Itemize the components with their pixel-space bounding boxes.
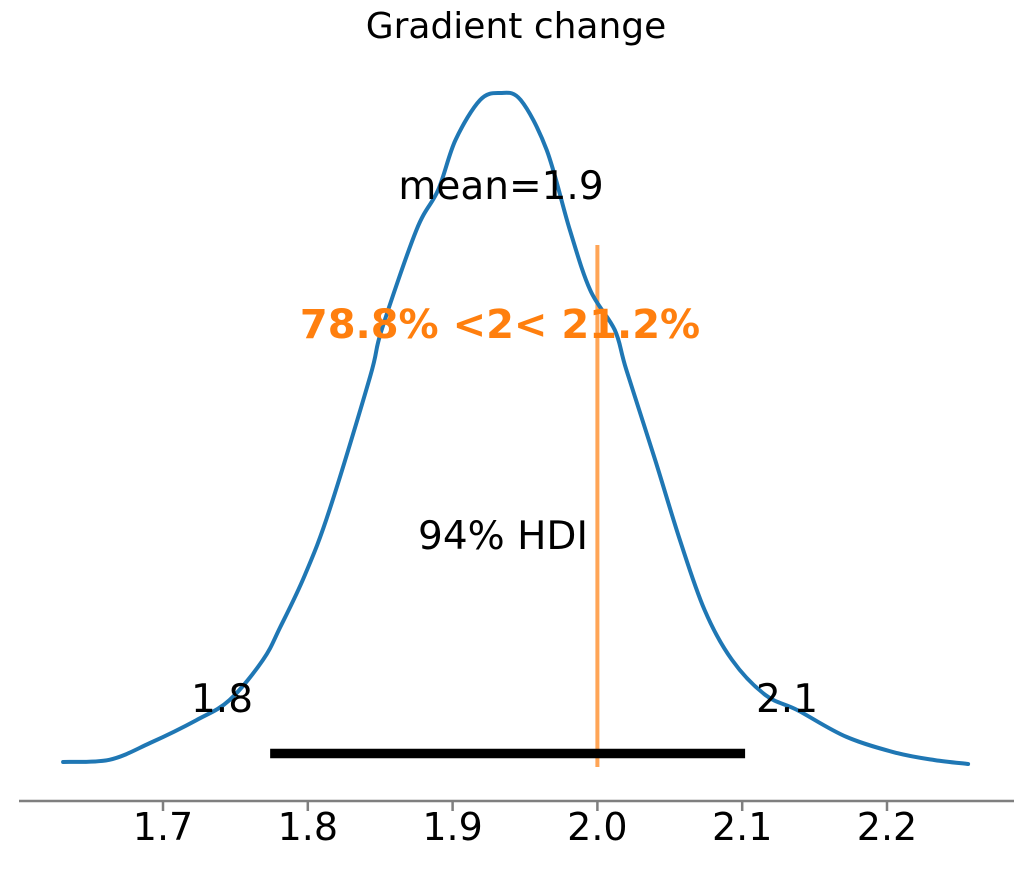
x-tick-label: 1.8 bbox=[277, 805, 339, 849]
hdi-lower-label: 1.8 bbox=[190, 677, 254, 722]
chart-title: Gradient change bbox=[365, 6, 667, 47]
kde-density-curve bbox=[61, 90, 971, 766]
mean-annotation: mean=1.9 bbox=[398, 164, 604, 209]
hdi-annotation: 94% HDI bbox=[418, 514, 588, 559]
hdi-upper-label: 2.1 bbox=[755, 677, 819, 722]
x-tick-label: 2.2 bbox=[856, 805, 918, 849]
x-tick-label: 1.7 bbox=[132, 805, 194, 849]
x-tick-label: 1.9 bbox=[422, 805, 483, 849]
x-tick-label: 2.0 bbox=[567, 805, 628, 849]
x-axis-ticks bbox=[161, 801, 889, 811]
ref-value-annotation: 78.8% <2< 21.2% bbox=[299, 302, 701, 348]
x-tick-label: 2.1 bbox=[711, 805, 773, 849]
